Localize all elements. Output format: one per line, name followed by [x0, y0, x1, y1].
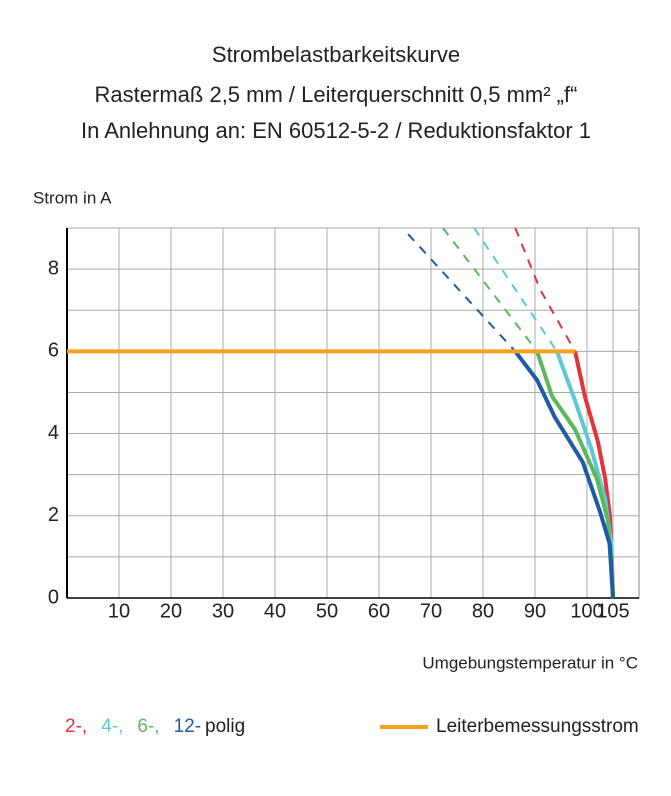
- x-tick-label: 90: [524, 600, 546, 622]
- y-tick-label: 6: [48, 340, 59, 362]
- series-extension: [442, 227, 538, 352]
- x-tick-label: 60: [368, 600, 390, 622]
- x-axis-label: Umgebungstemperatur in °C: [422, 653, 638, 672]
- y-tick-label: 4: [48, 422, 59, 444]
- x-tick-label: 105: [596, 600, 629, 622]
- legend-entry: Leiterbemessungsstrom: [436, 716, 639, 737]
- legend-entry: 4-,: [101, 716, 123, 737]
- x-tick-label: 80: [472, 600, 494, 622]
- x-tick-label: 100: [570, 600, 603, 622]
- x-tick-label: 10: [108, 600, 130, 622]
- legend-entry: 12-: [174, 716, 201, 737]
- y-tick-label: 2: [48, 504, 59, 526]
- x-tick-label: 50: [316, 600, 338, 622]
- legend-entry: 2-,: [65, 716, 87, 737]
- series-extension: [473, 227, 558, 352]
- y-axis-label: Strom in A: [33, 188, 112, 207]
- x-tick-label: 40: [264, 600, 286, 622]
- series-extension: [407, 233, 516, 353]
- chart-subtitle: Rastermaß 2,5 mm / Leiterquerschnitt 0,5…: [95, 82, 578, 107]
- legend-entry: 6-,: [137, 716, 159, 737]
- x-tick-label: 30: [212, 600, 234, 622]
- series-extension: [514, 227, 576, 352]
- legend-suffix: polig: [205, 716, 245, 737]
- chart-subtitle: In Anlehnung an: EN 60512-5-2 / Reduktio…: [81, 118, 591, 143]
- y-tick-label: 0: [48, 586, 59, 608]
- series-line: [535, 350, 615, 599]
- x-tick-label: 70: [420, 600, 442, 622]
- chart-title: Strombelastbarkeitskurve: [212, 42, 460, 67]
- y-tick-label: 8: [48, 257, 59, 279]
- series-line: [513, 350, 615, 599]
- x-tick-label: 20: [160, 600, 182, 622]
